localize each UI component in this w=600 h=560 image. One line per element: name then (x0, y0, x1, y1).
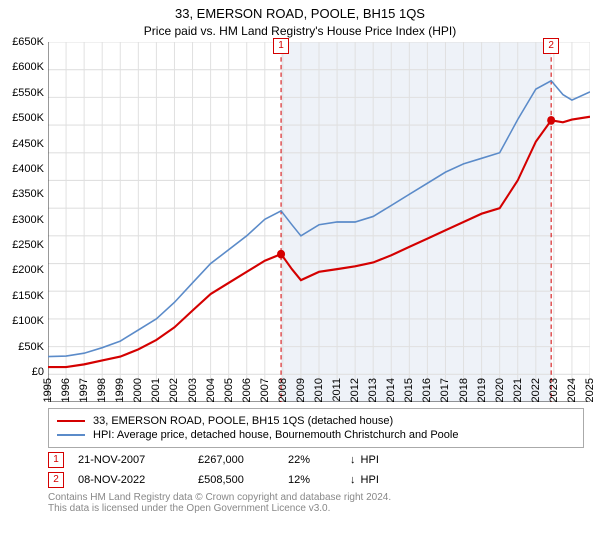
x-tick-label: 2019 (476, 378, 488, 402)
y-tick-label: £550K (4, 87, 44, 99)
x-tick-label: 2007 (259, 378, 271, 402)
y-tick-label: £600K (4, 61, 44, 73)
chart-container: 33, EMERSON ROAD, POOLE, BH15 1QS Price … (0, 6, 600, 560)
sale-point-vs: HPI (358, 454, 379, 466)
y-tick-label: £350K (4, 188, 44, 200)
x-tick-label: 2004 (205, 378, 217, 402)
sale-point-vs: HPI (358, 474, 379, 486)
x-tick-label: 1998 (96, 378, 108, 402)
x-tick-label: 2021 (512, 378, 524, 402)
y-tick-label: £50K (4, 341, 44, 353)
sale-point-price: £508,500 (198, 474, 288, 486)
x-tick-label: 2015 (403, 378, 415, 402)
sale-point-date: 08-NOV-2022 (78, 474, 198, 486)
x-tick-label: 2010 (313, 378, 325, 402)
x-tick-label: 2012 (349, 378, 361, 402)
x-tick-label: 2017 (439, 378, 451, 402)
sale-point-comparison: ↓ HPI (348, 474, 379, 486)
license-text: Contains HM Land Registry data © Crown c… (48, 492, 584, 514)
x-tick-label: 2018 (458, 378, 470, 402)
x-tick-label: 2002 (168, 378, 180, 402)
legend-row: HPI: Average price, detached house, Bour… (57, 429, 575, 441)
x-tick-label: 2023 (548, 378, 560, 402)
x-tick-label: 2006 (241, 378, 253, 402)
chart-area: £0£50K£100K£150K£200K£250K£300K£350K£400… (48, 42, 590, 402)
x-tick-label: 2022 (530, 378, 542, 402)
legend-box: 33, EMERSON ROAD, POOLE, BH15 1QS (detac… (48, 408, 584, 448)
sale-point-badge: 1 (48, 452, 64, 468)
legend-row: 33, EMERSON ROAD, POOLE, BH15 1QS (detac… (57, 415, 575, 427)
chart-svg (48, 42, 590, 402)
x-tick-label: 1995 (42, 378, 54, 402)
x-tick-label: 2016 (421, 378, 433, 402)
chart-subtitle: Price paid vs. HM Land Registry's House … (0, 24, 600, 38)
x-tick-label: 2003 (187, 378, 199, 402)
y-tick-label: £0 (4, 366, 44, 378)
sale-marker-badge: 2 (543, 38, 559, 54)
y-tick-label: £250K (4, 239, 44, 251)
sale-point-price: £267,000 (198, 454, 288, 466)
y-tick-label: £150K (4, 290, 44, 302)
legend-line-sample (57, 434, 85, 436)
y-tick-label: £400K (4, 163, 44, 175)
chart-title: 33, EMERSON ROAD, POOLE, BH15 1QS (0, 6, 600, 21)
license-line2: This data is licensed under the Open Gov… (48, 503, 584, 514)
down-arrow-icon: ↓ (350, 454, 356, 466)
sale-point-row: 2 08-NOV-2022£508,50012%↓ HPI (48, 472, 584, 488)
legend-label: 33, EMERSON ROAD, POOLE, BH15 1QS (detac… (93, 415, 393, 427)
x-tick-label: 2025 (584, 378, 596, 402)
x-tick-label: 1999 (114, 378, 126, 402)
x-tick-label: 2000 (132, 378, 144, 402)
y-tick-label: £500K (4, 112, 44, 124)
x-tick-label: 2001 (150, 378, 162, 402)
sale-point-pct: 22% (288, 454, 348, 466)
legend-line-sample (57, 420, 85, 422)
x-tick-label: 2024 (566, 378, 578, 402)
sale-point-comparison: ↓ HPI (348, 454, 379, 466)
x-tick-label: 2011 (331, 378, 343, 402)
x-tick-label: 2013 (367, 378, 379, 402)
x-tick-label: 2014 (385, 378, 397, 402)
y-tick-label: £650K (4, 36, 44, 48)
sale-marker-badge: 1 (273, 38, 289, 54)
sale-point-date: 21-NOV-2007 (78, 454, 198, 466)
y-tick-label: £450K (4, 138, 44, 150)
x-tick-label: 2020 (494, 378, 506, 402)
x-tick-label: 1996 (60, 378, 72, 402)
sale-point-row: 1 21-NOV-2007£267,00022%↓ HPI (48, 452, 584, 468)
down-arrow-icon: ↓ (350, 474, 356, 486)
sale-point-badge: 2 (48, 472, 64, 488)
legend-label: HPI: Average price, detached house, Bour… (93, 429, 458, 441)
x-tick-label: 2005 (223, 378, 235, 402)
y-tick-label: £300K (4, 214, 44, 226)
sale-points-block: 1 21-NOV-2007£267,00022%↓ HPI 2 08-NOV-2022… (48, 452, 584, 488)
x-tick-label: 1997 (78, 378, 90, 402)
license-line1: Contains HM Land Registry data © Crown c… (48, 492, 584, 503)
title-block: 33, EMERSON ROAD, POOLE, BH15 1QS Price … (0, 6, 600, 38)
x-tick-label: 2008 (277, 378, 289, 402)
y-tick-label: £200K (4, 264, 44, 276)
y-tick-label: £100K (4, 315, 44, 327)
x-tick-label: 2009 (295, 378, 307, 402)
sale-point-pct: 12% (288, 474, 348, 486)
